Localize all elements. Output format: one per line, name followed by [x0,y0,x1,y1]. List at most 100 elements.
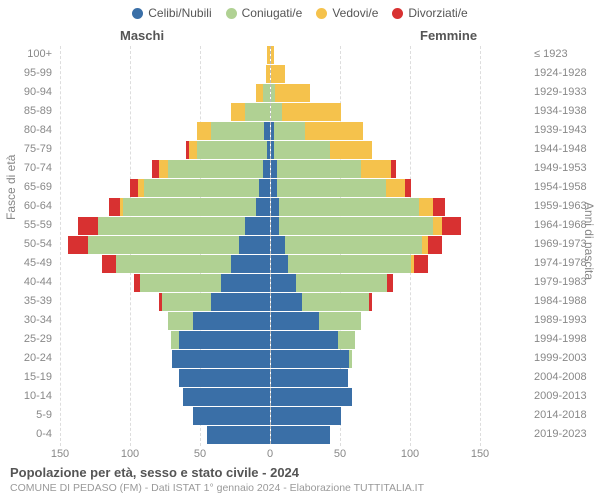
female-bar [270,369,480,387]
legend: Celibi/Nubili Coniugati/e Vedovi/e Divorzia… [0,0,600,20]
pyramid-row [60,160,480,178]
bar-segment [116,255,231,273]
bar-segment [271,217,279,235]
bar-segment [271,331,338,349]
pyramid-row [60,293,480,311]
female-bar [270,179,480,197]
pyramid-row [60,84,480,102]
male-bar [60,274,270,292]
bar-segment [245,217,270,235]
bar-segment [109,198,120,216]
male-bar [60,426,270,444]
bar-segment [193,312,270,330]
age-label: 35-39 [0,295,58,307]
female-bar [270,198,480,216]
legend-label: Divorziati/e [408,6,467,20]
pyramid-row [60,407,480,425]
bar-segment [159,160,167,178]
age-label: 50-54 [0,238,58,250]
male-bar [60,236,270,254]
male-bar [60,198,270,216]
bar-segment [271,293,302,311]
age-label: 40-44 [0,276,58,288]
female-bar [270,426,480,444]
age-label: 5-9 [0,409,58,421]
bar-segment [183,388,270,406]
bar-segment [271,198,279,216]
pyramid-row [60,388,480,406]
bar-segment [433,217,441,235]
birth-label: 1969-1973 [528,238,600,250]
age-label: 100+ [0,48,58,60]
male-bar [60,217,270,235]
bar-segment [349,350,352,368]
bar-segment [414,255,428,273]
female-bar [270,255,480,273]
bar-segment [433,198,444,216]
x-tick-label: 100 [401,448,419,460]
bar-segment [197,122,211,140]
female-bar [270,141,480,159]
age-label: 25-29 [0,333,58,345]
bar-segment [271,407,341,425]
bar-segment [123,198,256,216]
bar-segment [221,274,270,292]
legend-item: Coniugati/e [226,6,303,20]
bar-segment [130,179,138,197]
pyramid-row [60,198,480,216]
bar-segment [277,179,386,197]
pyramid-row [60,103,480,121]
bar-segment [78,217,98,235]
plot-area [60,46,480,446]
bar-segment [263,84,270,102]
bar-segment [405,179,411,197]
female-bar [270,160,480,178]
bar-segment [271,236,285,254]
female-bar [270,217,480,235]
x-tick-label: 150 [51,448,69,460]
bar-segment [330,141,372,159]
birth-label: 1929-1933 [528,86,600,98]
bar-segment [259,179,270,197]
birth-label: 1979-1983 [528,276,600,288]
legend-item: Vedovi/e [316,6,378,20]
chart-subtitle: COMUNE DI PEDASO (FM) - Dati ISTAT 1° ge… [10,482,590,494]
birth-label: ≤ 1923 [528,48,600,60]
age-label: 10-14 [0,390,58,402]
bar-segment [386,179,406,197]
pyramid-row [60,122,480,140]
bar-segment [211,122,264,140]
bar-segment [275,84,310,102]
bar-segment [231,255,270,273]
birth-label: 1994-1998 [528,333,600,345]
bar-segment [171,331,179,349]
bar-segment [256,84,263,102]
bar-segment [419,198,433,216]
legend-item: Divorziati/e [392,6,467,20]
pyramid-row [60,65,480,83]
legend-item: Celibi/Nubili [132,6,211,20]
age-label: 75-79 [0,143,58,155]
bar-segment [279,217,433,235]
footer: Popolazione per età, sesso e stato civil… [10,465,590,494]
male-bar [60,179,270,197]
bar-segment [168,312,193,330]
bar-segment [285,236,422,254]
male-bar [60,141,270,159]
male-header: Maschi [120,28,164,43]
legend-dot-icon [316,8,327,19]
pyramid-row [60,46,480,64]
bar-segment [296,274,387,292]
age-label: 0-4 [0,428,58,440]
pyramid-row [60,274,480,292]
bar-segment [271,369,348,387]
bar-segment [271,312,319,330]
female-bar [270,236,480,254]
bar-segment [263,160,270,178]
birth-label: 1954-1958 [528,181,600,193]
bar-segment [207,426,270,444]
bar-segment [172,350,270,368]
male-bar [60,103,270,121]
legend-label: Coniugati/e [242,6,303,20]
female-bar [270,122,480,140]
